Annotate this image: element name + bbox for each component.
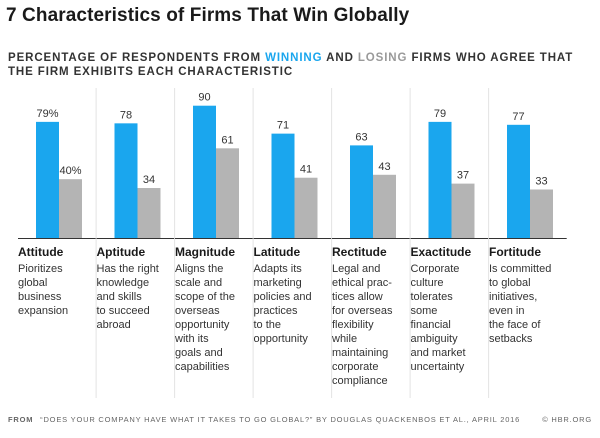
description-fortitude: the face of bbox=[489, 319, 541, 331]
description-rectitude: tices allow bbox=[332, 291, 383, 303]
description-magnitude: scope of the bbox=[175, 291, 235, 303]
description-rectitude: while bbox=[331, 333, 357, 345]
bar-latitude-winning bbox=[271, 133, 295, 238]
data-label-exactitude-losing: 37 bbox=[457, 170, 469, 182]
description-rectitude: compliance bbox=[332, 375, 388, 387]
chart-subtitle: PERCENTAGE OF RESPONDENTS FROM WINNING A… bbox=[8, 51, 588, 79]
description-fortitude: even in bbox=[489, 305, 524, 317]
description-exactitude: financial bbox=[411, 319, 451, 331]
description-aptitude: Has the right bbox=[97, 263, 159, 275]
description-rectitude: Legal and bbox=[332, 263, 380, 275]
data-label-latitude-winning: 71 bbox=[277, 120, 289, 132]
description-rectitude: flexibility bbox=[332, 319, 374, 331]
subtitle-losing: LOSING bbox=[357, 52, 408, 64]
footer-from-label: FROM bbox=[8, 415, 34, 424]
category-label-latitude: Latitude bbox=[254, 245, 301, 259]
bar-rectitude-winning bbox=[350, 145, 373, 238]
bar-attitude-losing bbox=[59, 179, 82, 238]
footer-source: © HBR.ORG bbox=[542, 415, 592, 424]
description-fortitude: Is committed bbox=[489, 263, 551, 275]
bar-magnitude-losing bbox=[216, 148, 239, 238]
description-exactitude: tolerates bbox=[411, 291, 454, 303]
description-rectitude: ethical prac- bbox=[332, 277, 392, 289]
bar-magnitude-winning bbox=[193, 105, 216, 238]
data-label-rectitude-losing: 43 bbox=[378, 161, 390, 173]
bar-fortitude-winning bbox=[507, 124, 530, 238]
category-label-aptitude: Aptitude bbox=[97, 245, 146, 259]
description-magnitude: opportunity bbox=[175, 319, 230, 331]
subtitle-text-1: PERCENTAGE OF RESPONDENTS FROM bbox=[8, 52, 266, 64]
description-latitude: policies and bbox=[254, 291, 312, 303]
data-label-magnitude-losing: 61 bbox=[221, 134, 233, 146]
subtitle-text-2: AND bbox=[322, 52, 358, 64]
description-aptitude: knowledge bbox=[97, 277, 150, 289]
description-magnitude: capabilities bbox=[175, 361, 230, 373]
description-exactitude: culture bbox=[411, 277, 444, 289]
description-exactitude: and market bbox=[411, 347, 466, 359]
description-exactitude: Corporate bbox=[411, 263, 460, 275]
bar-rectitude-losing bbox=[373, 174, 396, 238]
description-latitude: opportunity bbox=[254, 333, 309, 345]
description-magnitude: overseas bbox=[175, 305, 220, 317]
data-label-rectitude-winning: 63 bbox=[355, 131, 367, 143]
description-latitude: to the bbox=[254, 319, 282, 331]
description-fortitude: setbacks bbox=[489, 333, 533, 345]
description-exactitude: some bbox=[411, 305, 438, 317]
chart-title: 7 Characteristics of Firms That Win Glob… bbox=[6, 5, 410, 26]
bar-exactitude-losing bbox=[451, 183, 475, 238]
bar-latitude-losing bbox=[294, 177, 318, 238]
footer-citation: “DOES YOUR COMPANY HAVE WHAT IT TAKES TO… bbox=[40, 415, 521, 424]
description-magnitude: goals and bbox=[175, 347, 223, 359]
data-label-attitude-losing: 40% bbox=[59, 165, 81, 177]
description-magnitude: scale and bbox=[175, 277, 222, 289]
description-aptitude: and skills bbox=[97, 291, 143, 303]
data-label-exactitude-winning: 79 bbox=[434, 108, 446, 120]
bar-fortitude-losing bbox=[530, 189, 553, 238]
category-label-attitude: Attitude bbox=[18, 245, 64, 259]
description-aptitude: abroad bbox=[97, 319, 131, 331]
category-label-rectitude: Rectitude bbox=[332, 245, 387, 259]
description-magnitude: Aligns the bbox=[175, 263, 223, 275]
chart-footer: FROM “DOES YOUR COMPANY HAVE WHAT IT TAK… bbox=[8, 415, 592, 424]
subtitle-winning: WINNING bbox=[265, 52, 323, 64]
subtitle-text-3: FIRMS WHO AGREE THAT THE FIRM EXHIBITS E… bbox=[8, 52, 574, 78]
description-rectitude: corporate bbox=[332, 361, 378, 373]
description-attitude: Pioritizes bbox=[18, 263, 63, 275]
description-latitude: marketing bbox=[254, 277, 302, 289]
description-magnitude: with its bbox=[174, 333, 209, 345]
data-label-aptitude-winning: 78 bbox=[120, 109, 132, 121]
data-label-fortitude-losing: 33 bbox=[535, 175, 547, 187]
description-latitude: Adapts its bbox=[254, 263, 303, 275]
description-latitude: practices bbox=[254, 305, 299, 317]
description-exactitude: uncertainty bbox=[411, 361, 465, 373]
category-label-fortitude: Fortitude bbox=[489, 245, 541, 259]
description-rectitude: for overseas bbox=[332, 305, 393, 317]
description-fortitude: to global bbox=[489, 277, 531, 289]
bar-attitude-winning bbox=[36, 121, 59, 238]
data-label-attitude-winning: 79% bbox=[36, 108, 58, 120]
data-label-latitude-losing: 41 bbox=[300, 164, 312, 176]
description-attitude: expansion bbox=[18, 305, 68, 317]
data-label-fortitude-winning: 77 bbox=[512, 111, 524, 123]
data-label-magnitude-winning: 90 bbox=[198, 92, 210, 104]
description-rectitude: maintaining bbox=[332, 347, 388, 359]
description-exactitude: ambiguity bbox=[411, 333, 459, 345]
bar-exactitude-winning bbox=[428, 121, 452, 238]
data-label-aptitude-losing: 34 bbox=[143, 174, 155, 186]
description-fortitude: initiatives, bbox=[489, 291, 537, 303]
description-attitude: business bbox=[18, 291, 62, 303]
bar-aptitude-losing bbox=[137, 188, 161, 238]
category-label-magnitude: Magnitude bbox=[175, 245, 235, 259]
description-attitude: global bbox=[18, 277, 47, 289]
bar-aptitude-winning bbox=[114, 123, 138, 238]
category-label-exactitude: Exactitude bbox=[411, 245, 472, 259]
description-aptitude: to succeed bbox=[97, 305, 150, 317]
